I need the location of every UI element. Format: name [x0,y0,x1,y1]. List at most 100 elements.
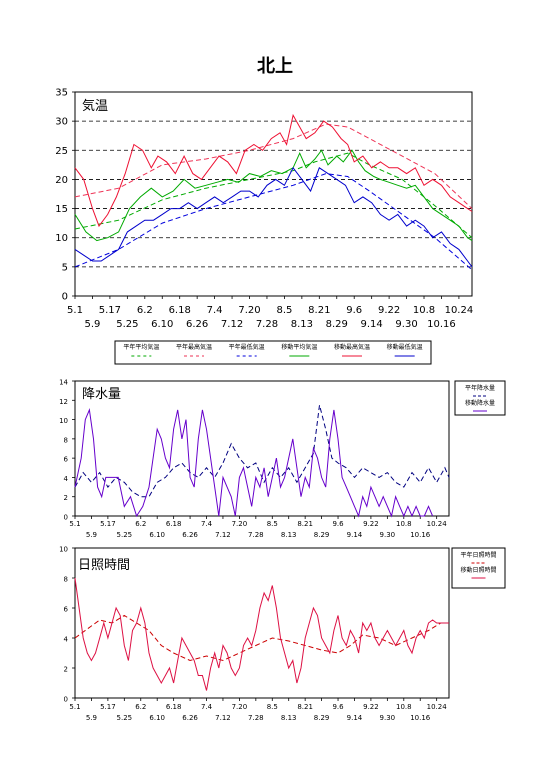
temperature-series-line-2 [74,173,473,271]
precipitation-x-tick-label: 5.25 [117,531,133,539]
sunshine-y-tick-label: 10 [59,546,68,554]
temperature-y-tick-label: 10 [55,233,68,244]
temperature-x-tick-label: 10.24 [445,305,474,316]
precipitation-x-tick-label: 9.22 [363,520,379,528]
precipitation-y-tick-label: 0 [64,514,68,522]
sunshine-legend-label: 平年日照時間 [460,551,496,559]
precipitation-y-tick-label: 6 [64,456,69,464]
temperature-y-tick-label: 5 [62,262,68,273]
precipitation-x-tick-label: 8.13 [281,531,297,539]
sunshine-y-tick-label: 6 [64,606,69,614]
temperature-legend-label: 移動最低気温 [387,343,423,351]
temperature-x-tick-label: 5.17 [99,305,121,316]
temperature-x-tick-label: 9.6 [346,305,362,316]
temperature-x-tick-label: 7.28 [256,319,278,330]
sunshine-x-tick-label: 8.13 [281,714,297,722]
precipitation-x-tick-label: 8.5 [267,520,278,528]
sunshine-legend [451,547,506,589]
temperature-x-tick-label: 5.25 [116,319,138,330]
sunshine-x-tick-label: 5.17 [100,703,116,711]
precipitation-x-tick-label: 6.18 [166,520,182,528]
precipitation-x-tick-label: 10.8 [396,520,412,528]
sunshine-x-tick-label: 10.16 [410,714,431,722]
temperature-x-tick-label: 6.18 [169,305,191,316]
sunshine-x-tick-label: 9.14 [347,714,363,722]
temperature-legend-label: 平年最低気温 [229,343,265,351]
precipitation-y-tick-label: 8 [64,436,68,444]
sunshine-x-tick-label: 5.1 [69,703,80,711]
precipitation-y-tick-label: 2 [64,494,68,502]
precipitation-series-line-1 [74,408,434,518]
precipitation-legend [454,380,506,416]
temperature-x-tick-label: 10.16 [427,319,456,330]
sunshine-x-tick-label: 5.9 [86,714,97,722]
temperature-x-tick-label: 8.5 [276,305,292,316]
precipitation-y-tick-label: 4 [64,475,69,483]
precipitation-x-tick-label: 9.14 [347,531,363,539]
sunshine-x-tick-label: 8.5 [267,703,278,711]
temperature-y-tick-label: 15 [55,204,68,215]
temperature-series-line-5 [74,166,473,268]
sunshine-legend-label: 移動日照時間 [460,566,496,574]
precipitation-x-tick-label: 6.10 [149,531,165,539]
temperature-y-tick-label: 25 [55,146,68,157]
sunshine-chart-title: 日照時間 [78,558,130,573]
temperature-y-tick-label: 0 [62,292,68,303]
sunshine-x-tick-label: 10.24 [427,703,448,711]
sunshine-x-tick-label: 7.20 [232,703,248,711]
sunshine-x-tick-label: 7.12 [215,714,231,722]
temperature-chart-title: 気温 [82,98,108,114]
temperature-x-tick-label: 7.4 [207,305,223,316]
precipitation-x-tick-label: 7.12 [215,531,231,539]
precipitation-chart-title: 降水量 [82,387,121,402]
temperature-x-tick-label: 7.20 [238,305,260,316]
sunshine-x-tick-label: 9.30 [380,714,396,722]
temperature-y-tick-label: 20 [55,175,68,186]
temperature-legend-label: 平年平均気温 [123,343,159,351]
temperature-x-tick-label: 9.14 [361,319,383,330]
sunshine-y-tick-label: 4 [64,636,69,644]
precipitation-x-tick-label: 5.9 [86,531,97,539]
temperature-x-tick-label: 8.29 [326,319,348,330]
precipitation-x-tick-label: 9.30 [380,531,396,539]
temperature-y-tick-label: 35 [55,88,68,99]
temperature-x-tick-label: 10.8 [413,305,435,316]
temperature-x-tick-label: 9.22 [378,305,400,316]
temperature-x-tick-label: 7.12 [221,319,243,330]
temperature-legend-label: 平年最高気温 [176,343,212,351]
sunshine-x-tick-label: 10.8 [396,703,412,711]
sunshine-x-tick-label: 8.29 [314,714,330,722]
precipitation-x-tick-label: 6.2 [135,520,146,528]
sunshine-y-tick-label: 8 [64,576,68,584]
temperature-legend-label: 移動最高気温 [334,343,370,351]
sunshine-x-tick-label: 8.21 [297,703,313,711]
precipitation-x-tick-label: 7.4 [201,520,213,528]
precipitation-legend-label: 平年降水量 [465,384,495,392]
precipitation-x-tick-label: 5.17 [100,520,116,528]
sunshine-x-tick-label: 6.2 [135,703,146,711]
sunshine-x-tick-label: 9.6 [332,703,344,711]
temperature-x-tick-label: 6.10 [151,319,173,330]
sunshine-x-tick-label: 6.26 [182,714,198,722]
precipitation-y-tick-label: 10 [59,417,68,425]
precipitation-x-tick-label: 10.16 [410,531,431,539]
temperature-plot-frame [74,91,473,297]
sunshine-x-tick-label: 7.28 [248,714,264,722]
sunshine-y-tick-label: 2 [64,666,68,674]
temperature-legend [114,340,432,365]
precipitation-y-tick-label: 14 [59,379,68,387]
temperature-series-line-3 [74,149,473,242]
temperature-series-line-1 [74,123,473,209]
page-title: 北上 [257,56,293,77]
temperature-series-line-4 [74,113,473,228]
temperature-x-tick-label: 8.21 [308,305,330,316]
sunshine-x-tick-label: 6.10 [149,714,165,722]
precipitation-x-tick-label: 5.1 [69,520,80,528]
precipitation-x-tick-label: 7.28 [248,531,264,539]
temperature-x-tick-label: 5.1 [67,305,83,316]
temperature-x-tick-label: 9.30 [395,319,417,330]
temperature-series-line-0 [74,152,473,239]
precipitation-x-tick-label: 10.24 [427,520,448,528]
